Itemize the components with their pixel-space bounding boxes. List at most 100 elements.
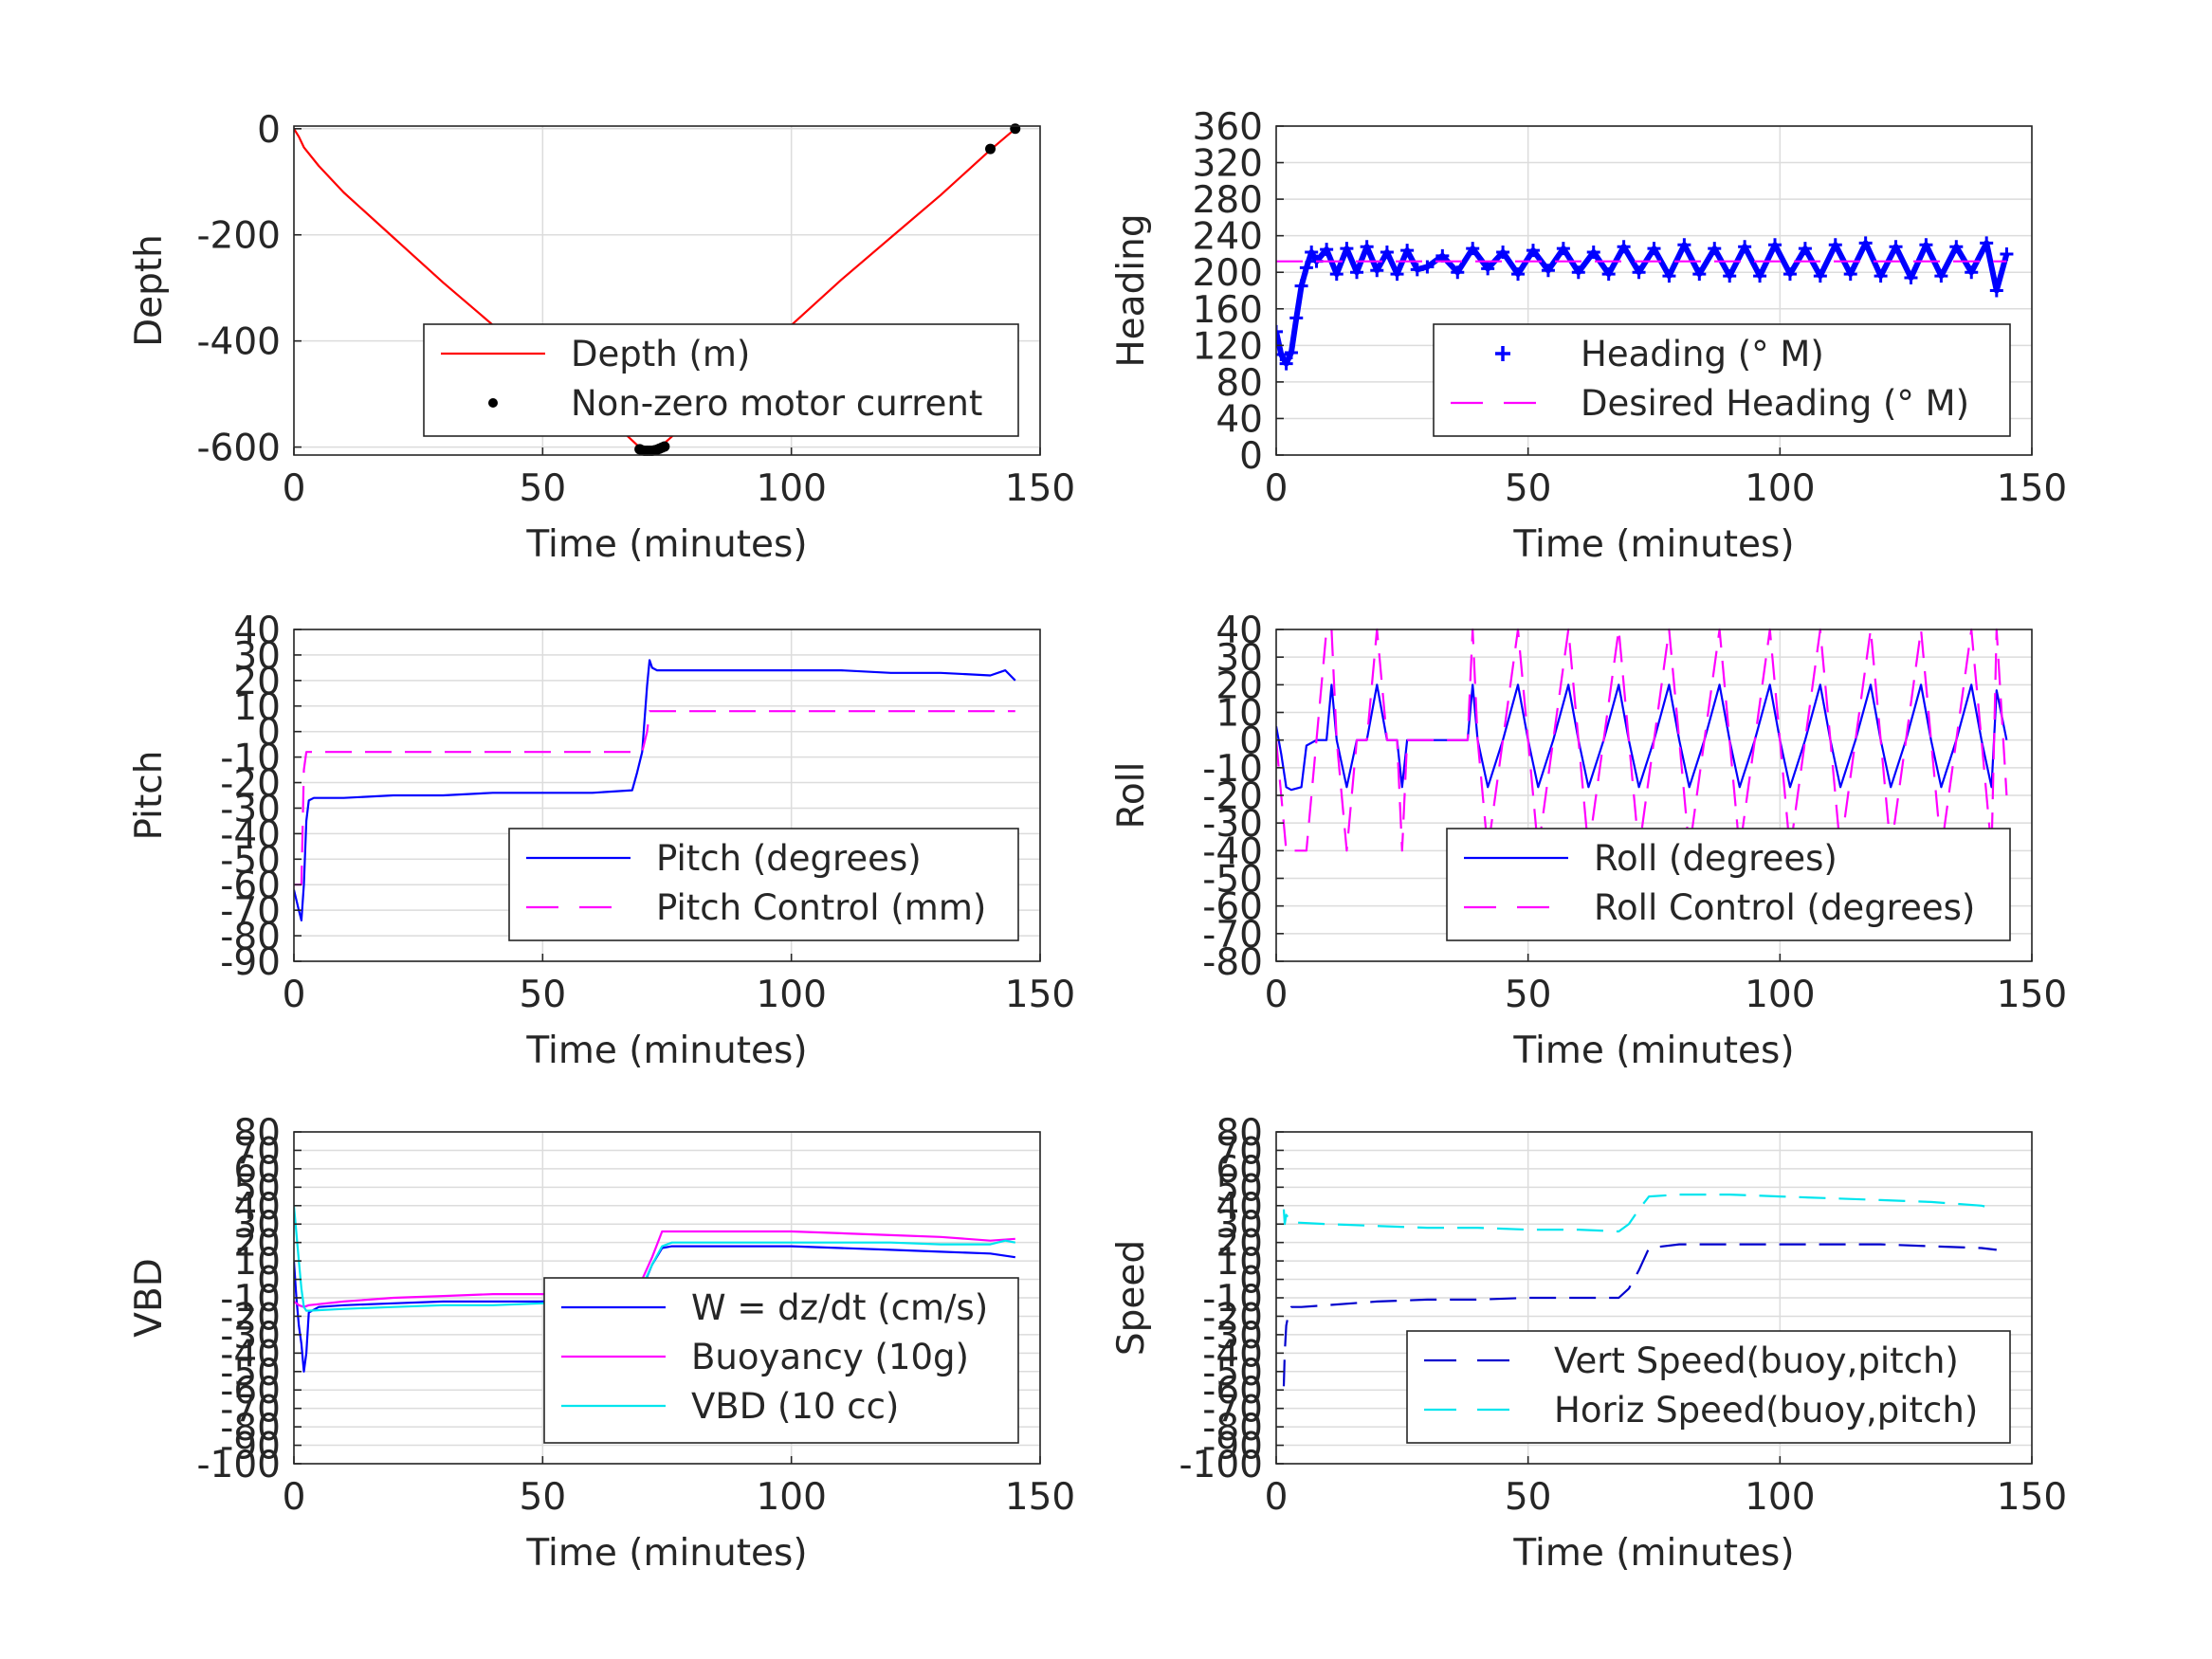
series-1-point bbox=[1782, 267, 1797, 282]
y-axis-label: Speed bbox=[1110, 1240, 1153, 1356]
y-tick-label: 50 bbox=[1216, 1167, 1263, 1210]
y-tick-label: 40 bbox=[233, 610, 281, 652]
legend-label: Vert Speed(buoy,pitch) bbox=[1554, 1340, 1959, 1381]
y-tick-label: 320 bbox=[1193, 143, 1263, 186]
series-1-point bbox=[1889, 240, 1903, 254]
x-tick-label: 100 bbox=[1745, 974, 1815, 1016]
y-tick-label: -70 bbox=[220, 1389, 281, 1431]
y-tick-label: -80 bbox=[220, 1407, 281, 1449]
series-1-point bbox=[1617, 240, 1631, 254]
series-1-point bbox=[1586, 246, 1600, 260]
y-tick-label: 0 bbox=[1239, 720, 1263, 763]
series-1-point bbox=[1828, 238, 1842, 252]
series-2-line bbox=[1276, 628, 2008, 852]
x-tick-label: 0 bbox=[283, 974, 306, 1016]
y-tick-label: -20 bbox=[1202, 1296, 1263, 1339]
legend-label: Buoyancy (10g) bbox=[691, 1337, 969, 1377]
y-tick-label: -90 bbox=[220, 1426, 281, 1468]
y-tick-label: 80 bbox=[1216, 362, 1263, 405]
y-tick-label: 30 bbox=[233, 1204, 281, 1247]
y-tick-label: 40 bbox=[1216, 610, 1263, 652]
legend-label: Depth (m) bbox=[571, 334, 750, 374]
y-tick-label: 240 bbox=[1193, 216, 1263, 259]
y-tick-label: 60 bbox=[1216, 1149, 1263, 1192]
plot-area bbox=[294, 659, 1016, 921]
y-tick-label: 40 bbox=[1216, 1186, 1263, 1229]
y-tick-label: -50 bbox=[1202, 1352, 1263, 1395]
legend: W = dz/dt (cm/s) Buoyancy (10g) VBD (10 cc… bbox=[543, 1277, 1019, 1444]
subplot-4: 0 50 100 150403020100-10-20-30-40-50-60-70-… bbox=[1110, 610, 2067, 1072]
legend-label: VBD (10 cc) bbox=[691, 1386, 899, 1427]
series-1-point bbox=[1601, 267, 1616, 282]
series-1-point bbox=[2000, 246, 2014, 261]
y-tick-label: 200 bbox=[1193, 252, 1263, 295]
series-1-point bbox=[1400, 244, 1415, 258]
legend-box bbox=[543, 1277, 1019, 1444]
legend: Heading (° M) Desired Heading (° M) bbox=[1433, 323, 2011, 437]
axes-box bbox=[293, 125, 1041, 456]
legend-box bbox=[1446, 828, 2011, 941]
y-tick-label: -30 bbox=[220, 1315, 281, 1358]
legend-label: W = dz/dt (cm/s) bbox=[691, 1287, 988, 1328]
series-1-point bbox=[1526, 244, 1540, 258]
x-tick-label: 100 bbox=[1745, 1476, 1815, 1519]
x-tick-label: 50 bbox=[520, 467, 567, 510]
y-tick-label: 30 bbox=[1216, 637, 1263, 680]
x-tick-label: 0 bbox=[1265, 467, 1289, 510]
legend: Depth (m) Non-zero motor current bbox=[423, 323, 1019, 437]
series-1-point bbox=[1965, 265, 1979, 280]
y-tick-label: 70 bbox=[1216, 1130, 1263, 1173]
y-tick-label: -30 bbox=[220, 788, 281, 830]
series-1-point bbox=[1904, 271, 1918, 285]
legend-box bbox=[1406, 1330, 2011, 1444]
legend-label: Pitch Control (mm) bbox=[656, 887, 986, 928]
x-tick-label: 0 bbox=[1265, 1476, 1289, 1519]
y-tick-label: 20 bbox=[233, 661, 281, 703]
series-1-point bbox=[1390, 267, 1404, 282]
y-tick-label: -10 bbox=[220, 738, 281, 780]
series-1-point bbox=[1556, 242, 1570, 256]
legend: Pitch (degrees) Pitch Control (mm) bbox=[508, 828, 1019, 941]
series-1-point bbox=[1451, 265, 1465, 280]
y-tick-label: 10 bbox=[233, 686, 281, 729]
series-1-line bbox=[294, 659, 1016, 921]
y-tick-label: 160 bbox=[1193, 289, 1263, 332]
series-1-point bbox=[1481, 262, 1495, 276]
series-1-point bbox=[1360, 240, 1374, 254]
y-tick-label: 120 bbox=[1193, 325, 1263, 368]
series-1-point bbox=[1299, 261, 1313, 275]
x-tick-label: 50 bbox=[520, 974, 567, 1016]
y-tick-label: 0 bbox=[257, 109, 281, 152]
axes-box bbox=[293, 629, 1041, 962]
legend-box bbox=[1433, 323, 2011, 437]
series-1-point bbox=[1919, 238, 1933, 252]
series-2-point bbox=[659, 441, 670, 452]
legend-label: Heading (° M) bbox=[1581, 334, 1824, 374]
y-tick-label: 0 bbox=[257, 1260, 281, 1303]
x-tick-label: 50 bbox=[1505, 467, 1552, 510]
legend-label: Non-zero motor current bbox=[571, 383, 982, 424]
series-1-point bbox=[1496, 246, 1510, 260]
x-tick-label: 50 bbox=[1505, 1476, 1552, 1519]
series-1-point bbox=[1662, 269, 1676, 283]
series-1-point bbox=[1420, 260, 1435, 274]
plot-area bbox=[1276, 628, 2008, 852]
y-tick-label: 20 bbox=[233, 1223, 281, 1266]
legend-marker bbox=[488, 398, 498, 408]
series-1-point bbox=[1435, 248, 1450, 263]
series-1-point bbox=[1980, 236, 1994, 250]
series-1-point bbox=[1768, 238, 1782, 252]
y-tick-label: -40 bbox=[1202, 830, 1263, 873]
x-tick-label: 100 bbox=[756, 1476, 826, 1519]
legend-label: Desired Heading (° M) bbox=[1581, 383, 1969, 424]
legend-label: Roll Control (degrees) bbox=[1594, 887, 1975, 928]
y-tick-label: 70 bbox=[233, 1130, 281, 1173]
y-tick-label: 360 bbox=[1193, 106, 1263, 149]
y-tick-label: -20 bbox=[220, 763, 281, 806]
legend: Vert Speed(buoy,pitch) Horiz Speed(buoy,p… bbox=[1406, 1330, 2011, 1444]
x-tick-label: 100 bbox=[1745, 467, 1815, 510]
x-tick-label: 150 bbox=[1997, 1476, 2067, 1519]
y-tick-label: 10 bbox=[1216, 1241, 1263, 1284]
y-tick-label: 50 bbox=[233, 1167, 281, 1210]
